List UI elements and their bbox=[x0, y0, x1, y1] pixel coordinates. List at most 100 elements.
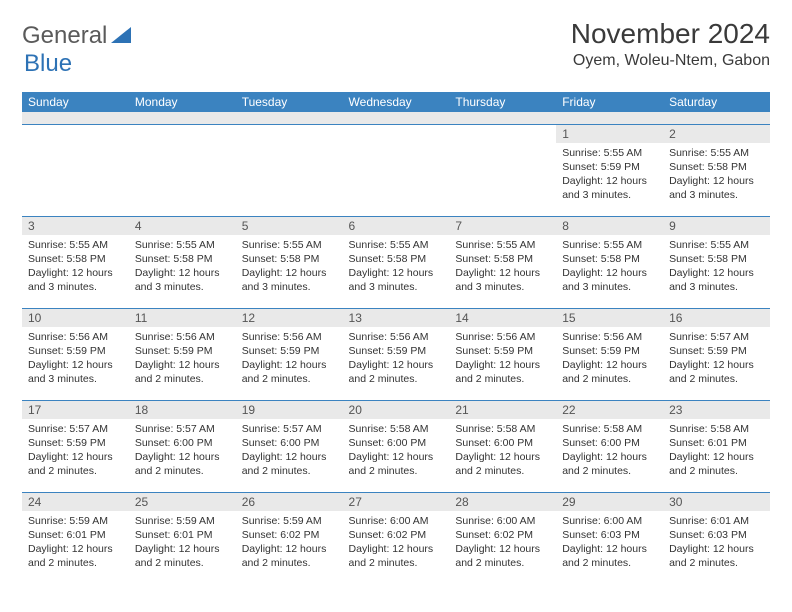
day-details: Sunrise: 5:55 AMSunset: 5:58 PMDaylight:… bbox=[129, 235, 236, 299]
location-text: Oyem, Woleu-Ntem, Gabon bbox=[571, 52, 770, 70]
daylight-text-2: and 2 minutes. bbox=[135, 464, 230, 478]
day-number: 10 bbox=[22, 309, 129, 327]
sunset-text: Sunset: 5:59 PM bbox=[349, 344, 444, 358]
day-details: Sunrise: 5:56 AMSunset: 5:59 PMDaylight:… bbox=[343, 327, 450, 391]
calendar-day-cell: 1Sunrise: 5:55 AMSunset: 5:59 PMDaylight… bbox=[556, 124, 663, 216]
day-number: 7 bbox=[449, 217, 556, 235]
weekday-header-row: Sunday Monday Tuesday Wednesday Thursday… bbox=[22, 92, 770, 112]
day-details: Sunrise: 5:57 AMSunset: 6:00 PMDaylight:… bbox=[236, 419, 343, 483]
daylight-text-1: Daylight: 12 hours bbox=[669, 358, 764, 372]
calendar-day-cell: 14Sunrise: 5:56 AMSunset: 5:59 PMDayligh… bbox=[449, 308, 556, 400]
daylight-text-1: Daylight: 12 hours bbox=[135, 450, 230, 464]
sunset-text: Sunset: 6:00 PM bbox=[242, 436, 337, 450]
daylight-text-1: Daylight: 12 hours bbox=[455, 358, 550, 372]
day-details: Sunrise: 5:56 AMSunset: 5:59 PMDaylight:… bbox=[449, 327, 556, 391]
sunrise-text: Sunrise: 5:56 AM bbox=[28, 330, 123, 344]
logo-text-blue: Blue bbox=[24, 50, 72, 77]
day-details: Sunrise: 5:56 AMSunset: 5:59 PMDaylight:… bbox=[556, 327, 663, 391]
daylight-text-1: Daylight: 12 hours bbox=[349, 266, 444, 280]
sunset-text: Sunset: 6:00 PM bbox=[135, 436, 230, 450]
sunrise-text: Sunrise: 6:00 AM bbox=[349, 514, 444, 528]
sunset-text: Sunset: 6:00 PM bbox=[455, 436, 550, 450]
sunset-text: Sunset: 6:02 PM bbox=[349, 528, 444, 542]
day-details: Sunrise: 5:57 AMSunset: 5:59 PMDaylight:… bbox=[22, 419, 129, 483]
sunrise-text: Sunrise: 6:01 AM bbox=[669, 514, 764, 528]
daylight-text-2: and 2 minutes. bbox=[28, 464, 123, 478]
day-details: Sunrise: 5:56 AMSunset: 5:59 PMDaylight:… bbox=[22, 327, 129, 391]
daylight-text-1: Daylight: 12 hours bbox=[349, 542, 444, 556]
weekday-header: Saturday bbox=[663, 92, 770, 112]
sunrise-text: Sunrise: 5:59 AM bbox=[242, 514, 337, 528]
sunrise-text: Sunrise: 5:59 AM bbox=[135, 514, 230, 528]
calendar-day-cell: 23Sunrise: 5:58 AMSunset: 6:01 PMDayligh… bbox=[663, 400, 770, 492]
logo-text-general: General bbox=[22, 22, 107, 50]
daylight-text-2: and 2 minutes. bbox=[562, 464, 657, 478]
daylight-text-1: Daylight: 12 hours bbox=[669, 542, 764, 556]
day-number: 25 bbox=[129, 493, 236, 511]
calendar-day-cell: 22Sunrise: 5:58 AMSunset: 6:00 PMDayligh… bbox=[556, 400, 663, 492]
daylight-text-2: and 2 minutes. bbox=[135, 372, 230, 386]
daylight-text-1: Daylight: 12 hours bbox=[28, 542, 123, 556]
day-details: Sunrise: 5:55 AMSunset: 5:58 PMDaylight:… bbox=[449, 235, 556, 299]
daylight-text-1: Daylight: 12 hours bbox=[135, 542, 230, 556]
daylight-text-2: and 2 minutes. bbox=[455, 372, 550, 386]
title-block: November 2024 Oyem, Woleu-Ntem, Gabon bbox=[571, 18, 770, 70]
sunrise-text: Sunrise: 5:55 AM bbox=[28, 238, 123, 252]
sunrise-text: Sunrise: 6:00 AM bbox=[455, 514, 550, 528]
calendar-day-cell: 8Sunrise: 5:55 AMSunset: 5:58 PMDaylight… bbox=[556, 216, 663, 308]
weekday-header: Friday bbox=[556, 92, 663, 112]
day-details: Sunrise: 5:58 AMSunset: 6:01 PMDaylight:… bbox=[663, 419, 770, 483]
day-details: Sunrise: 5:56 AMSunset: 5:59 PMDaylight:… bbox=[129, 327, 236, 391]
calendar-table: Sunday Monday Tuesday Wednesday Thursday… bbox=[22, 92, 770, 584]
sunset-text: Sunset: 6:03 PM bbox=[562, 528, 657, 542]
daylight-text-1: Daylight: 12 hours bbox=[562, 174, 657, 188]
day-details: Sunrise: 5:58 AMSunset: 6:00 PMDaylight:… bbox=[343, 419, 450, 483]
day-details: Sunrise: 6:00 AMSunset: 6:02 PMDaylight:… bbox=[449, 511, 556, 575]
day-number: 19 bbox=[236, 401, 343, 419]
sunset-text: Sunset: 5:59 PM bbox=[669, 344, 764, 358]
sunset-text: Sunset: 5:59 PM bbox=[135, 344, 230, 358]
day-number: 20 bbox=[343, 401, 450, 419]
sunset-text: Sunset: 5:58 PM bbox=[562, 252, 657, 266]
daylight-text-1: Daylight: 12 hours bbox=[562, 358, 657, 372]
calendar-day-cell: 3Sunrise: 5:55 AMSunset: 5:58 PMDaylight… bbox=[22, 216, 129, 308]
daylight-text-1: Daylight: 12 hours bbox=[455, 266, 550, 280]
sunset-text: Sunset: 5:58 PM bbox=[669, 252, 764, 266]
sunset-text: Sunset: 5:59 PM bbox=[28, 344, 123, 358]
daylight-text-1: Daylight: 12 hours bbox=[669, 266, 764, 280]
day-number: 13 bbox=[343, 309, 450, 327]
sunrise-text: Sunrise: 5:55 AM bbox=[562, 238, 657, 252]
daylight-text-1: Daylight: 12 hours bbox=[28, 358, 123, 372]
calendar-day-cell: 18Sunrise: 5:57 AMSunset: 6:00 PMDayligh… bbox=[129, 400, 236, 492]
month-title: November 2024 bbox=[571, 18, 770, 50]
day-number: 15 bbox=[556, 309, 663, 327]
daylight-text-2: and 2 minutes. bbox=[28, 556, 123, 570]
sunrise-text: Sunrise: 5:58 AM bbox=[669, 422, 764, 436]
daylight-text-2: and 3 minutes. bbox=[242, 280, 337, 294]
day-details: Sunrise: 5:55 AMSunset: 5:59 PMDaylight:… bbox=[556, 143, 663, 207]
calendar-day-cell: 11Sunrise: 5:56 AMSunset: 5:59 PMDayligh… bbox=[129, 308, 236, 400]
sunset-text: Sunset: 5:58 PM bbox=[135, 252, 230, 266]
daylight-text-1: Daylight: 12 hours bbox=[242, 358, 337, 372]
daylight-text-2: and 2 minutes. bbox=[242, 556, 337, 570]
daylight-text-2: and 3 minutes. bbox=[28, 280, 123, 294]
daylight-text-1: Daylight: 12 hours bbox=[349, 358, 444, 372]
sunset-text: Sunset: 6:01 PM bbox=[135, 528, 230, 542]
sunrise-text: Sunrise: 5:55 AM bbox=[242, 238, 337, 252]
daylight-text-2: and 3 minutes. bbox=[562, 188, 657, 202]
daylight-text-2: and 2 minutes. bbox=[242, 372, 337, 386]
logo: General bbox=[22, 18, 133, 50]
day-number: 12 bbox=[236, 309, 343, 327]
day-details: Sunrise: 5:57 AMSunset: 5:59 PMDaylight:… bbox=[663, 327, 770, 391]
day-number: 17 bbox=[22, 401, 129, 419]
weekday-header: Thursday bbox=[449, 92, 556, 112]
daylight-text-2: and 3 minutes. bbox=[349, 280, 444, 294]
calendar-day-cell: 15Sunrise: 5:56 AMSunset: 5:59 PMDayligh… bbox=[556, 308, 663, 400]
daylight-text-2: and 3 minutes. bbox=[28, 372, 123, 386]
day-number: 28 bbox=[449, 493, 556, 511]
calendar-day-cell: 29Sunrise: 6:00 AMSunset: 6:03 PMDayligh… bbox=[556, 492, 663, 584]
sunrise-text: Sunrise: 5:56 AM bbox=[349, 330, 444, 344]
calendar-week-row: 10Sunrise: 5:56 AMSunset: 5:59 PMDayligh… bbox=[22, 308, 770, 400]
daylight-text-2: and 3 minutes. bbox=[669, 280, 764, 294]
day-details: Sunrise: 5:56 AMSunset: 5:59 PMDaylight:… bbox=[236, 327, 343, 391]
